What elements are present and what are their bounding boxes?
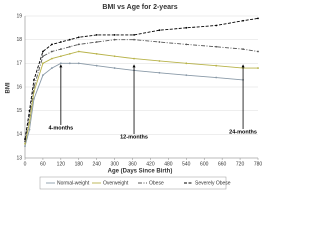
data-point (77, 50, 80, 53)
data-point (42, 62, 44, 65)
data-point (215, 76, 218, 79)
data-point (113, 38, 116, 41)
data-point (185, 43, 188, 46)
legend-box (39, 176, 227, 190)
data-point (158, 60, 161, 62)
data-point (42, 55, 44, 58)
data-point (24, 145, 26, 148)
data-point (185, 62, 188, 65)
data-point (50, 50, 53, 53)
y-tick-label: 13 (16, 155, 22, 161)
data-point (77, 36, 80, 39)
data-point (59, 48, 62, 51)
data-point (113, 67, 116, 69)
data-point (77, 62, 80, 65)
data-point (95, 34, 98, 36)
x-tick-label: 480 (164, 161, 173, 167)
y-tick-label: 19 (16, 13, 22, 19)
x-tick-label: 600 (200, 161, 209, 167)
series-line (24, 17, 259, 140)
data-point (68, 38, 71, 41)
x-tick-label: 300 (110, 161, 119, 167)
data-point (215, 64, 218, 67)
data-point (95, 64, 98, 67)
data-point (59, 55, 62, 58)
data-point (24, 142, 26, 145)
data-point (133, 34, 135, 36)
annotation: 12-months (120, 134, 148, 140)
data-point (42, 74, 44, 77)
data-point (113, 34, 116, 36)
data-point (28, 121, 31, 124)
y-tick-label: 14 (16, 132, 22, 138)
chart-title: BMI vs Age for 2-years (102, 4, 177, 11)
data-point (158, 71, 161, 74)
y-tick-label: 16 (16, 84, 22, 90)
data-point (28, 109, 31, 112)
data-point (24, 138, 26, 140)
data-point (68, 52, 71, 55)
y-tick-label: 18 (16, 37, 22, 43)
x-tick-label: 660 (218, 161, 227, 167)
legend-label: Obese (149, 180, 164, 186)
data-point (95, 52, 98, 55)
legend-label: Overweight (103, 180, 129, 186)
data-point (215, 45, 218, 48)
x-tick-label: 240 (93, 161, 102, 167)
x-axis-label: Age (Days Since Birth) (108, 169, 173, 175)
data-point (68, 62, 71, 65)
data-point (68, 45, 71, 48)
data-point (158, 29, 161, 32)
data-point (42, 50, 44, 53)
data-point (33, 86, 35, 88)
data-point (257, 67, 259, 69)
legend-label: Normal-weight (57, 180, 90, 186)
x-tick-label: 720 (236, 161, 245, 167)
annotation: 24-months (229, 129, 257, 135)
data-point (185, 74, 188, 77)
x-tick-label: 780 (254, 161, 263, 167)
x-tick-label: 60 (40, 161, 46, 167)
annotation: 4-months (48, 125, 73, 131)
data-point (33, 97, 35, 100)
data-point (215, 24, 218, 27)
data-point (50, 67, 53, 69)
data-point (257, 17, 259, 20)
y-tick-label: 17 (16, 61, 22, 67)
data-point (33, 79, 35, 81)
data-point (113, 55, 116, 58)
x-tick-label: 120 (57, 161, 66, 167)
x-tick-label: 180 (75, 161, 84, 167)
data-point (59, 41, 62, 43)
data-point (77, 43, 80, 46)
y-axis-label: BMI (6, 82, 12, 93)
data-point (257, 50, 259, 53)
data-point (59, 62, 62, 65)
data-point (28, 128, 31, 131)
data-point (158, 41, 161, 43)
x-tick-label: 0 (24, 161, 27, 167)
data-point (24, 140, 26, 143)
y-tick-label: 15 (16, 108, 22, 114)
data-point (242, 48, 244, 51)
arrow-head (241, 64, 245, 68)
data-point (185, 26, 188, 29)
x-tick-label: 540 (182, 161, 191, 167)
x-tick-label: 420 (146, 161, 155, 167)
chart: BMI vs Age for 2-years Age (Days Since B… (6, 4, 263, 190)
arrow-head (132, 64, 136, 68)
arrow-head (59, 64, 63, 68)
series-line (24, 51, 258, 144)
legend-label: Severely Obese (195, 180, 231, 186)
x-tick-label: 360 (128, 161, 137, 167)
data-point (50, 57, 53, 60)
data-point (133, 57, 135, 60)
series-line (24, 39, 259, 142)
data-point (50, 43, 53, 46)
data-point (95, 41, 98, 43)
data-point (133, 38, 135, 41)
data-point (242, 19, 244, 22)
